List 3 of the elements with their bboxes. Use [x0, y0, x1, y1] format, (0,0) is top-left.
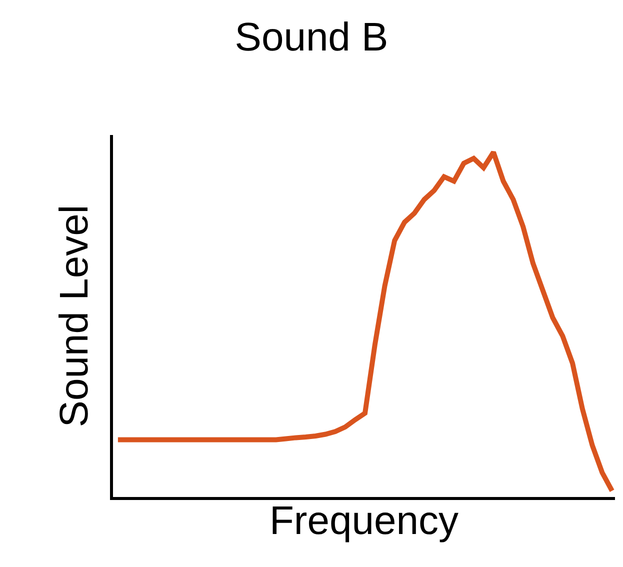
x-axis-title: Frequency — [270, 498, 458, 543]
y-axis-title: Sound Level — [52, 204, 96, 428]
chart-title: Sound B — [234, 16, 388, 60]
